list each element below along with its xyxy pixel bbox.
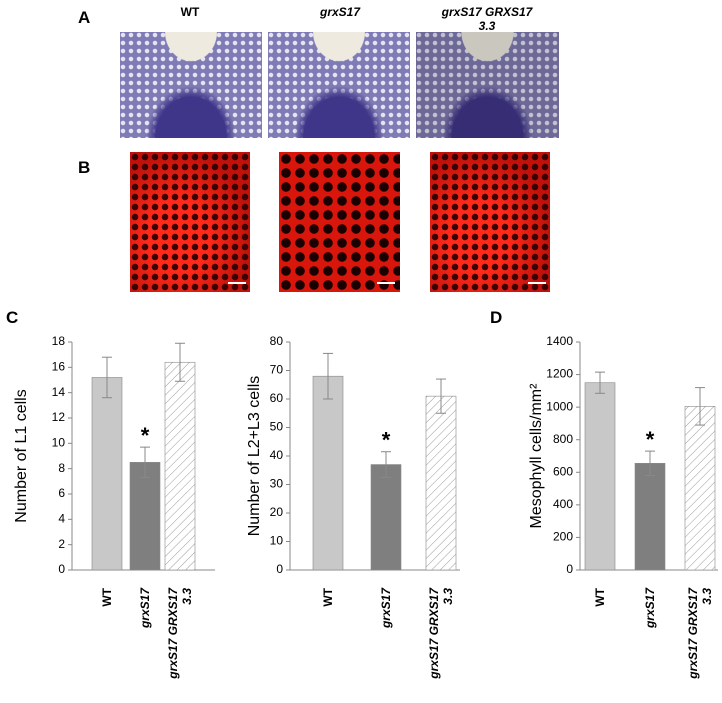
y-tick-label: 30 xyxy=(270,477,284,491)
scale-bar xyxy=(228,282,246,284)
y-tick-label: 40 xyxy=(270,448,284,462)
annotation: * xyxy=(646,427,655,452)
y-tick-label: 8 xyxy=(58,461,65,475)
y-tick-label: 12 xyxy=(52,410,66,424)
x-tick-label: grxS17 GRXS17 3.3 xyxy=(427,588,455,679)
y-axis-label: Number of L2+L3 cells xyxy=(246,376,263,537)
y-tick-label: 2 xyxy=(58,537,65,551)
micrograph xyxy=(120,32,262,138)
y-tick-label: 4 xyxy=(58,512,65,526)
x-tick-label: grxS17 GRXS17 3.3 xyxy=(686,588,714,679)
bar xyxy=(91,377,123,571)
column-header: grxS17 GRXS17 3.3 xyxy=(441,5,533,33)
y-tick-label: 70 xyxy=(270,363,284,377)
y-tick-label: 10 xyxy=(270,534,284,548)
y-tick-label: 10 xyxy=(52,436,66,450)
y-tick-label: 60 xyxy=(270,391,284,405)
y-tick-label: 0 xyxy=(58,562,65,576)
y-tick-label: 0 xyxy=(276,562,283,576)
y-tick-label: 16 xyxy=(52,360,66,374)
x-tick-label: grxS17 xyxy=(643,588,657,629)
column-header: grxS17 xyxy=(319,5,361,19)
y-axis-label: Mesophyll cells/mm² xyxy=(528,383,545,529)
x-tick-label: WT xyxy=(321,588,335,607)
scale-bar xyxy=(528,282,546,284)
micrograph xyxy=(130,152,250,292)
y-tick-label: 14 xyxy=(52,385,66,399)
x-tick-label: WT xyxy=(593,588,607,607)
bar xyxy=(312,375,344,571)
micrograph xyxy=(430,152,550,292)
panel-label: B xyxy=(78,158,91,177)
bar xyxy=(425,395,457,571)
y-tick-label: 1000 xyxy=(546,399,573,413)
x-tick-label: grxS17 GRXS17 3.3 xyxy=(166,588,194,679)
y-tick-label: 20 xyxy=(270,505,284,519)
panel-label: A xyxy=(78,8,91,27)
micrograph xyxy=(268,32,410,138)
micrograph xyxy=(416,32,559,138)
column-header: WT xyxy=(180,5,200,19)
bar xyxy=(164,361,196,571)
x-tick-label: grxS17 xyxy=(138,588,152,629)
bar xyxy=(129,462,161,571)
y-tick-label: 0 xyxy=(566,562,573,576)
micrograph xyxy=(279,152,400,292)
scale-bar xyxy=(377,282,395,284)
y-tick-label: 600 xyxy=(553,464,573,478)
bar xyxy=(370,464,402,571)
y-tick-label: 1200 xyxy=(546,367,573,381)
y-tick-label: 6 xyxy=(58,486,65,500)
x-tick-label: grxS17 xyxy=(379,588,393,629)
annotation: * xyxy=(382,428,391,453)
panel-label: D xyxy=(490,308,503,327)
y-axis-label: Number of L1 cells xyxy=(13,389,30,522)
bar xyxy=(584,382,616,571)
y-tick-label: 18 xyxy=(52,334,66,348)
x-tick-label: WT xyxy=(100,588,114,607)
panel-label: C xyxy=(6,308,19,327)
bar xyxy=(684,406,716,571)
bar xyxy=(634,463,666,571)
y-tick-label: 1400 xyxy=(546,334,573,348)
y-tick-label: 800 xyxy=(553,432,573,446)
y-tick-label: 50 xyxy=(270,420,284,434)
y-tick-label: 80 xyxy=(270,334,284,348)
y-tick-label: 400 xyxy=(553,497,573,511)
annotation: * xyxy=(141,423,150,448)
y-tick-label: 200 xyxy=(553,530,573,544)
